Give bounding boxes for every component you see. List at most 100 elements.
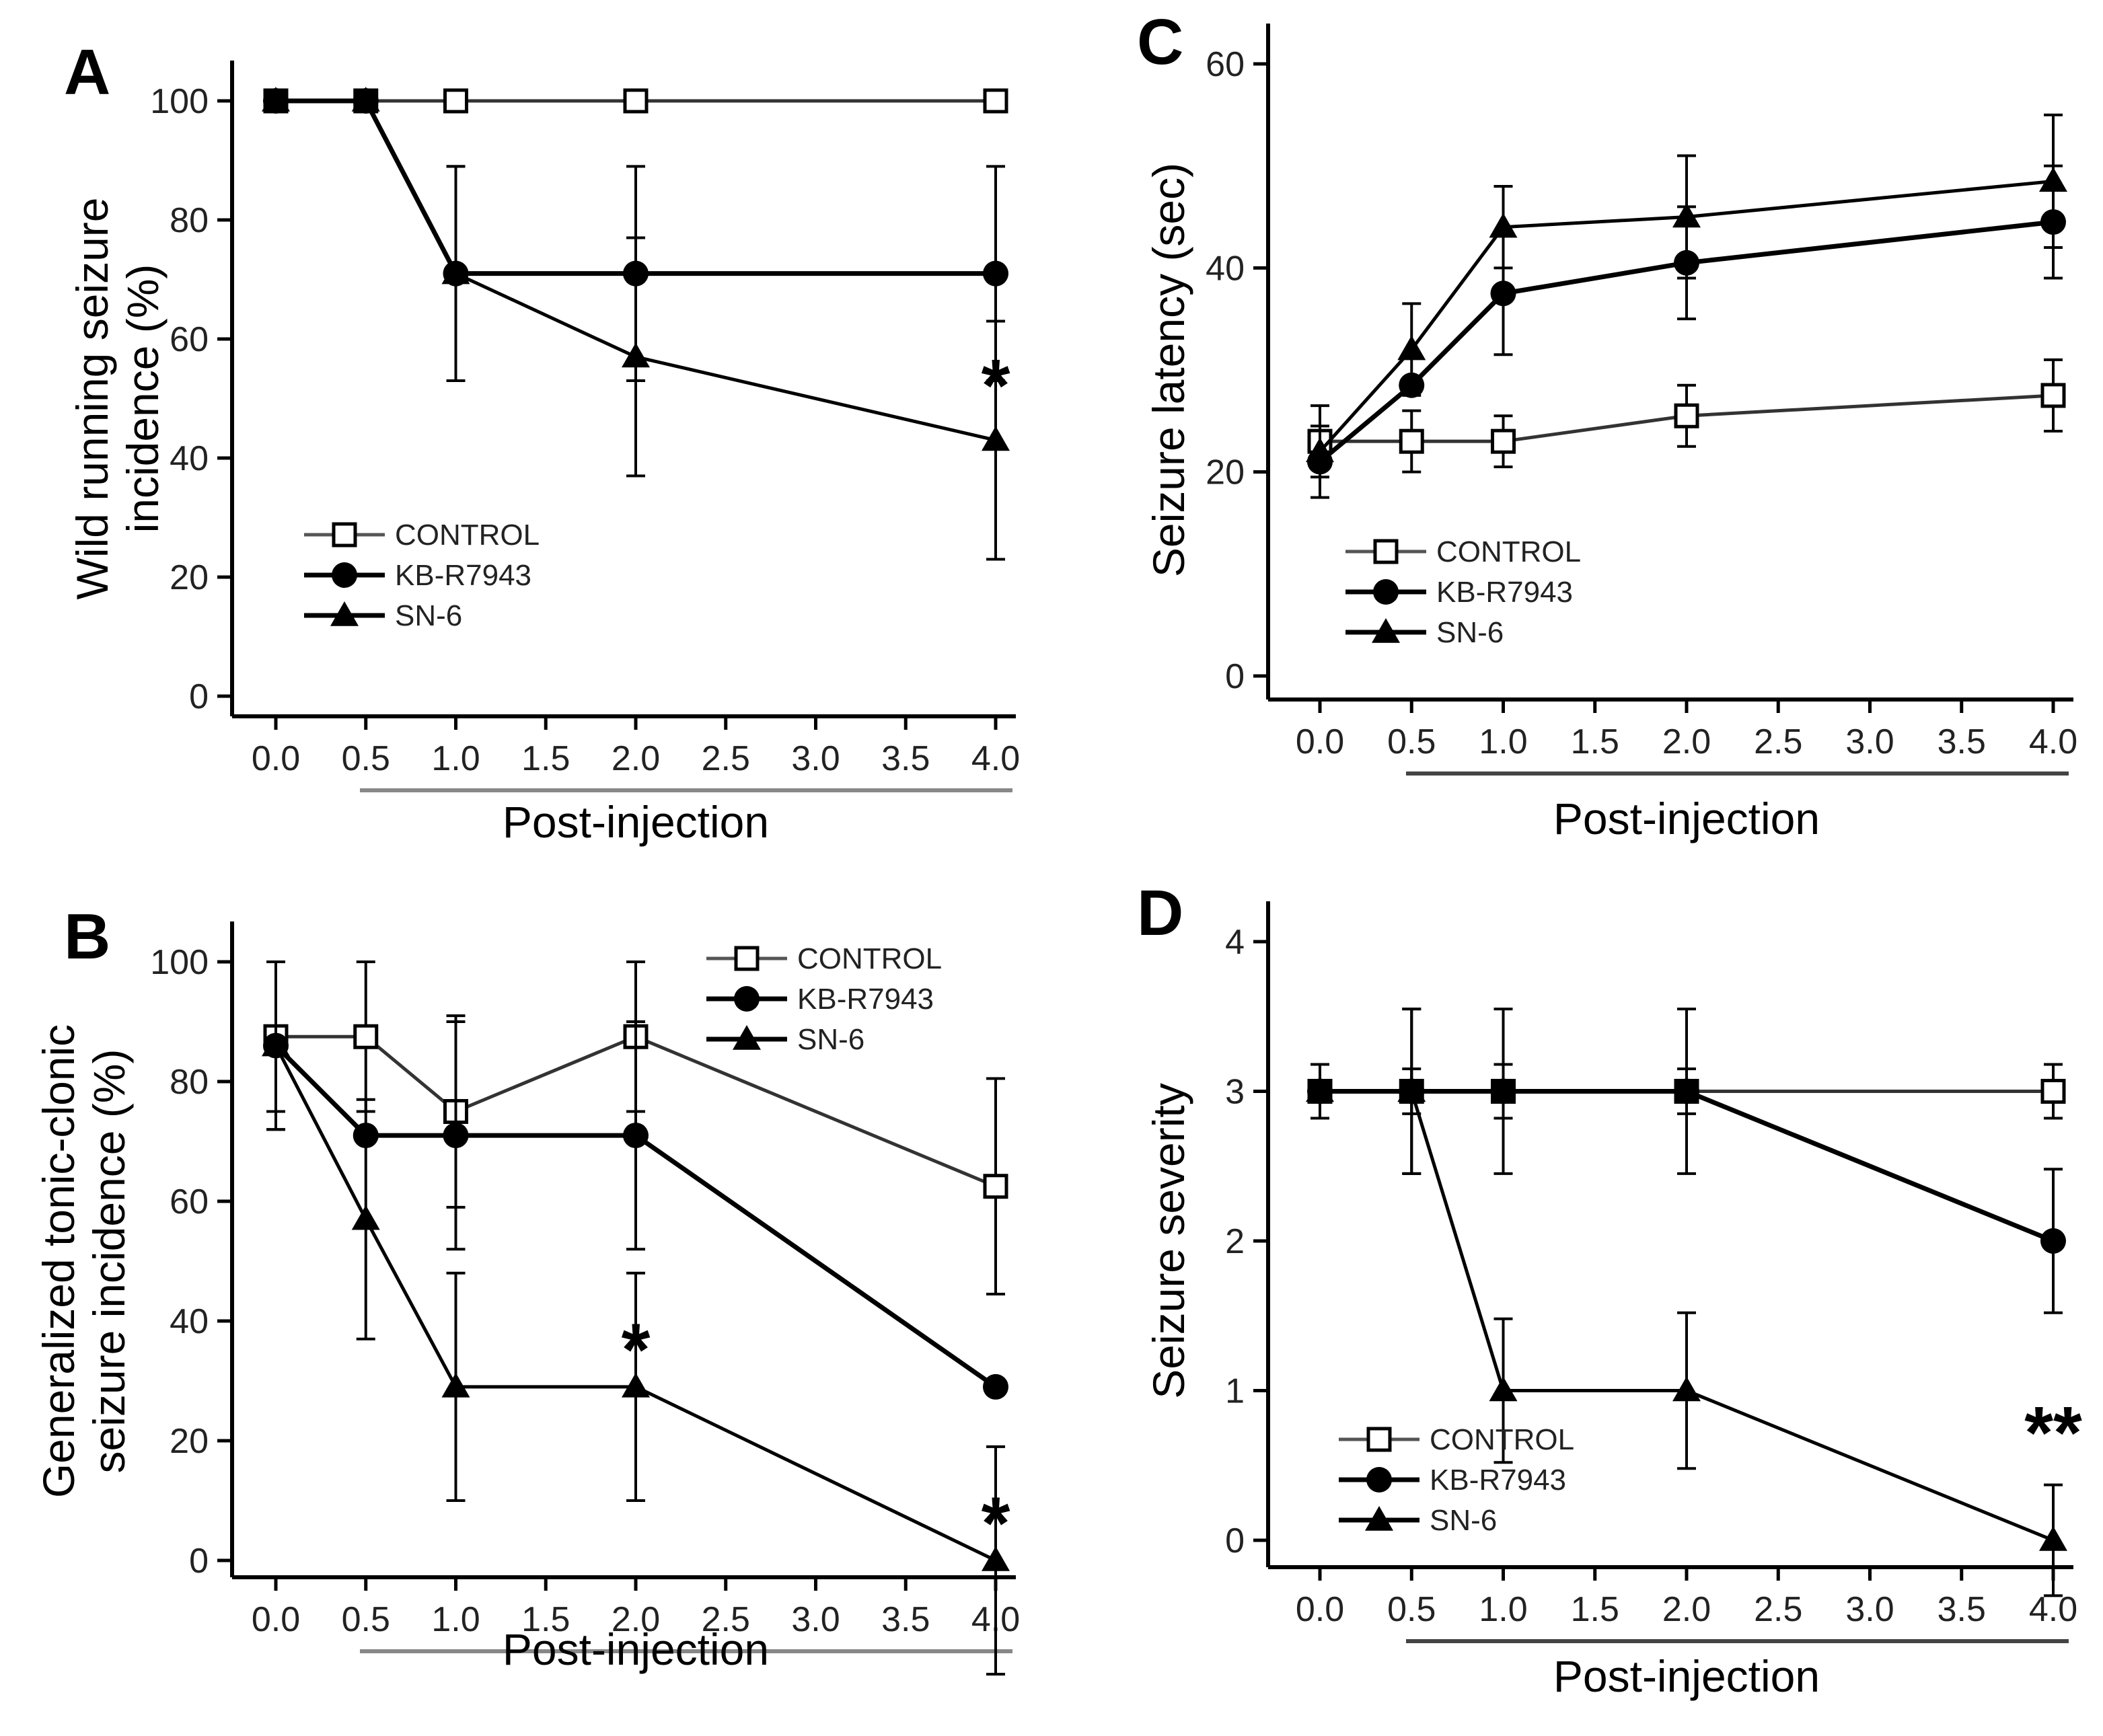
- legend-label: SN-6: [797, 1023, 864, 1056]
- data-point-triangle-marker: [2039, 1526, 2067, 1551]
- y-tick-label: 1: [1225, 1372, 1245, 1411]
- x-tick-label: 2.5: [1754, 722, 1802, 761]
- y-tick-label: 40: [170, 439, 209, 478]
- data-point-triangle-marker: [1489, 1376, 1518, 1402]
- data-point-triangle-marker: [1306, 1077, 1334, 1102]
- x-tick-label: 4.0: [971, 739, 1020, 778]
- y-tick-label: 0: [1225, 1521, 1245, 1560]
- x-tick-label: 2.5: [702, 739, 750, 778]
- data-point-square-marker: [443, 88, 468, 114]
- legend-triangle-marker: [1365, 1506, 1393, 1531]
- legend-label: KB-R7943: [395, 559, 531, 592]
- x-tick-label: 3.5: [881, 739, 930, 778]
- legend-label: KB-R7943: [1436, 576, 1573, 609]
- y-tick-label: 2: [1225, 1222, 1245, 1261]
- legend: CONTROL KB-R7943 SN-6: [1339, 1423, 1574, 1537]
- data-point-triangle-marker: [441, 1372, 470, 1398]
- data-point-circle-marker: [983, 260, 1008, 287]
- y-tick-label: 100: [150, 943, 209, 982]
- x-tick-label: 3.5: [1938, 722, 1986, 761]
- x-axis-title: Post-injection: [1553, 794, 1820, 843]
- panel-letter: A: [64, 36, 110, 108]
- x-tick-label: 2.0: [612, 1600, 660, 1639]
- series-sn-6: [262, 87, 1010, 561]
- significance-marker: **: [2024, 1392, 2082, 1474]
- data-point-triangle-marker: [982, 426, 1010, 451]
- x-tick-label: 0.0: [1296, 722, 1344, 761]
- series-sn-6: [1306, 113, 2067, 463]
- chart-panel-a: A 0 20 40 60 80 100 0.0 0.5 1.0 1.5 2.0 2.5 3.0 3.5 4.0…: [64, 36, 1020, 847]
- y-tick-label: 60: [170, 1182, 209, 1221]
- data-point-square-marker: [2040, 383, 2066, 408]
- x-tick-label: 2.5: [702, 1600, 750, 1639]
- x-tick-label: 2.5: [1754, 1590, 1802, 1629]
- legend-label: CONTROL: [797, 942, 942, 975]
- data-point-triangle-marker: [1672, 202, 1701, 228]
- x-tick-label: 1.0: [431, 739, 480, 778]
- x-tick-label: 2.0: [612, 739, 660, 778]
- x-tick-label: 1.0: [1479, 722, 1527, 761]
- x-axis-title: Post-injection: [1553, 1651, 1820, 1701]
- y-axis-title: Wild running seizure: [67, 198, 117, 600]
- y-tick-label: 0: [189, 1542, 209, 1581]
- x-tick-label: 1.5: [1571, 722, 1619, 761]
- data-point-circle-marker: [1674, 1078, 1699, 1104]
- x-tick-label: 0.0: [252, 1600, 300, 1639]
- x-tick-label: 0.5: [342, 739, 390, 778]
- data-point-triangle-marker: [262, 87, 290, 112]
- data-point-triangle-marker: [441, 259, 470, 285]
- x-tick-label: 2.0: [1662, 1590, 1711, 1629]
- data-point-triangle-marker: [351, 87, 380, 112]
- legend-circle-marker: [1366, 1467, 1392, 1493]
- legend-label: CONTROL: [1430, 1423, 1574, 1456]
- x-axis-title: Post-injection: [503, 1624, 769, 1674]
- legend-circle-marker: [734, 986, 760, 1012]
- x-tick-label: 0.5: [1387, 1590, 1436, 1629]
- x-tick-label: 1.5: [1571, 1590, 1619, 1629]
- y-tick-label: 0: [1225, 657, 1245, 696]
- y-axis-title: Seizure latency (sec): [1144, 163, 1193, 577]
- legend-square-marker: [1366, 1427, 1392, 1452]
- legend-label: SN-6: [1436, 616, 1504, 649]
- y-tick-label: 4: [1225, 923, 1245, 962]
- data-point-square-marker: [623, 88, 649, 114]
- x-tick-label: 2.0: [1662, 722, 1711, 761]
- x-tick-label: 0.5: [1387, 722, 1436, 761]
- y-tick-label: 20: [1206, 453, 1245, 492]
- data-point-triangle-marker: [351, 1205, 380, 1230]
- x-tick-label: 0.5: [342, 1600, 390, 1639]
- data-point-triangle-marker: [1397, 1077, 1426, 1102]
- panel-letter: C: [1137, 6, 1183, 78]
- y-tick-label: 20: [170, 1422, 209, 1461]
- series-kb-r7943: [263, 960, 1008, 1400]
- legend-square-marker: [734, 946, 760, 971]
- y-tick-label: 100: [150, 82, 209, 121]
- data-point-triangle-marker: [622, 1372, 650, 1398]
- legend-square-marker: [1373, 539, 1399, 564]
- significance-marker: *: [622, 1309, 651, 1392]
- legend-triangle-marker: [330, 601, 359, 626]
- panel-letter: D: [1137, 877, 1183, 949]
- y-tick-label: 0: [189, 677, 209, 716]
- series-kb-r7943: [1307, 1008, 2066, 1314]
- x-tick-label: 3.0: [1845, 1590, 1894, 1629]
- legend-square-marker: [332, 522, 357, 548]
- legend: CONTROL KB-R7943 SN-6: [1345, 535, 1581, 649]
- y-axis-title: seizure incidence (%): [84, 1049, 134, 1474]
- legend-circle-marker: [1373, 579, 1399, 605]
- y-tick-label: 3: [1225, 1073, 1245, 1112]
- legend-circle-marker: [332, 562, 357, 588]
- x-tick-label: 1.0: [431, 1600, 480, 1639]
- data-point-square-marker: [983, 1174, 1008, 1199]
- y-axis-title: Seizure severity: [1144, 1083, 1193, 1399]
- y-tick-label: 80: [170, 1063, 209, 1102]
- data-point-circle-marker: [983, 1373, 1008, 1400]
- x-tick-label: 3.0: [1845, 722, 1894, 761]
- x-tick-label: 4.0: [2029, 722, 2077, 761]
- series-sn-6: [262, 960, 1010, 1676]
- legend-label: KB-R7943: [1430, 1464, 1566, 1497]
- data-point-circle-marker: [1490, 1078, 1516, 1104]
